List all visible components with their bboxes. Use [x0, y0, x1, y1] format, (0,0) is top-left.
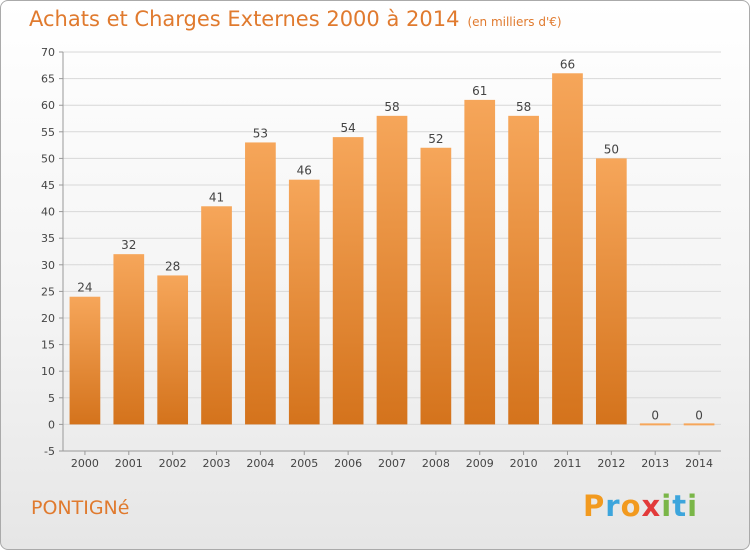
- y-tick-label: 15: [41, 339, 55, 352]
- proxiti-logo: Proxiti: [583, 489, 698, 523]
- x-tick-label: 2004: [246, 457, 274, 470]
- x-tick-label: 2008: [422, 457, 450, 470]
- data-label: 46: [297, 164, 312, 178]
- bar: [113, 254, 145, 425]
- y-tick-label: 70: [41, 46, 55, 59]
- logo-letter: P: [583, 489, 606, 523]
- logo-letter: r: [605, 489, 621, 523]
- data-label: 50: [604, 142, 619, 156]
- bar: [508, 115, 539, 425]
- data-label: 32: [121, 238, 136, 252]
- bar: [464, 99, 496, 425]
- bar: [201, 206, 232, 425]
- y-tick-label: 65: [41, 73, 55, 86]
- x-tick-label: 2006: [334, 457, 362, 470]
- x-tick-label: 2005: [290, 457, 318, 470]
- bar: [420, 147, 452, 425]
- bar: [332, 137, 364, 425]
- data-label: 54: [340, 121, 355, 135]
- axes: -5 0 5 10 15 20 25 30 35 40 45 50 55 60 65 70: [41, 46, 721, 458]
- x-tick-label: 2009: [466, 457, 494, 470]
- y-tick-label: 5: [48, 392, 55, 405]
- y-tick-label: -5: [44, 445, 55, 458]
- y-tick-label: 25: [41, 285, 55, 298]
- bar: [69, 296, 101, 425]
- y-tick-label: 35: [41, 232, 55, 245]
- y-tick-label: 50: [41, 152, 55, 165]
- logo-letter: t: [672, 489, 688, 523]
- bar: [245, 142, 276, 425]
- labels: 24 2000 32 2001 28 2002 41 2003 53 2004 46 2005 54 20…: [71, 57, 713, 470]
- x-tick-label: 2003: [203, 457, 231, 470]
- bar: [376, 115, 408, 425]
- logo-letter: i: [687, 489, 699, 523]
- y-tick-label: 55: [41, 126, 55, 139]
- y-tick-label: 40: [41, 206, 55, 219]
- logo-letter: x: [641, 489, 662, 523]
- chart-title-text: Achats et Charges Externes 2000 à 2014: [29, 7, 460, 31]
- x-tick-label: 2012: [597, 457, 625, 470]
- data-label: 28: [165, 259, 180, 273]
- data-label: 53: [253, 126, 268, 140]
- x-tick-label: 2007: [378, 457, 406, 470]
- data-label: 0: [651, 408, 659, 422]
- bar: [157, 275, 189, 425]
- bar: [552, 73, 583, 425]
- data-label: 58: [516, 100, 531, 114]
- commune-name: PONTIGNé: [31, 497, 130, 519]
- logo-letter: o: [620, 489, 642, 523]
- y-tick-label: 20: [41, 312, 55, 325]
- data-label: 61: [472, 84, 487, 98]
- x-tick-label: 2014: [685, 457, 713, 470]
- x-tick-label: 2010: [510, 457, 538, 470]
- logo-letter: i: [661, 489, 673, 523]
- x-tick-label: 2002: [159, 457, 187, 470]
- bar: [288, 179, 320, 425]
- data-label: 0: [695, 408, 703, 422]
- y-tick-label: 30: [41, 259, 55, 272]
- x-tick-label: 2011: [553, 457, 581, 470]
- y-tick-label: 10: [41, 365, 55, 378]
- bars: [69, 73, 715, 426]
- y-tick-label: 45: [41, 179, 55, 192]
- x-tick-label: 2000: [71, 457, 99, 470]
- bar: [595, 158, 627, 425]
- data-label: 41: [209, 190, 224, 204]
- y-tick-label: 60: [41, 99, 55, 112]
- data-label: 66: [560, 57, 575, 71]
- data-label: 24: [77, 281, 92, 295]
- data-label: 52: [428, 132, 443, 146]
- chart-subtitle: (en milliers d'€): [467, 15, 562, 29]
- chart-title: Achats et Charges Externes 2000 à 2014 (e…: [29, 7, 562, 31]
- data-label: 58: [384, 100, 399, 114]
- y-tick-label: 0: [48, 418, 55, 431]
- x-tick-label: 2013: [641, 457, 669, 470]
- x-tick-label: 2001: [115, 457, 143, 470]
